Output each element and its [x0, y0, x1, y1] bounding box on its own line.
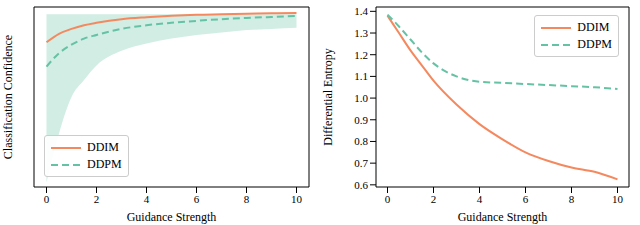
svg-text:0: 0	[44, 193, 50, 205]
svg-text:2: 2	[431, 193, 437, 205]
svg-text:10: 10	[291, 193, 303, 205]
svg-text:6: 6	[523, 193, 529, 205]
html-text:DDPM: DDPM	[577, 37, 612, 51]
html-text:DDIM: DDIM	[577, 20, 610, 34]
svg-text:1.0: 1.0	[354, 92, 368, 104]
svg-text:1.4: 1.4	[354, 5, 368, 17]
svg-text:2: 2	[94, 193, 100, 205]
svg-text:8: 8	[569, 193, 575, 205]
svg-text:1.3: 1.3	[354, 27, 368, 39]
html-text:DDPM: DDPM	[87, 157, 122, 171]
svg-text:8: 8	[244, 193, 250, 205]
html-text:DDIM: DDIM	[87, 140, 119, 154]
svg-text:Guidance Strength: Guidance Strength	[127, 210, 217, 224]
svg-text:0.7: 0.7	[354, 157, 368, 169]
svg-text:1.2: 1.2	[354, 49, 368, 61]
svg-text:0.6: 0.6	[354, 179, 368, 191]
svg-text:6: 6	[194, 193, 200, 205]
svg-text:10: 10	[612, 193, 624, 205]
svg-text:0.9: 0.9	[354, 114, 368, 126]
svg-text:Guidance Strength: Guidance Strength	[458, 210, 548, 224]
svg-text:4: 4	[144, 193, 150, 205]
svg-text:0.8: 0.8	[354, 135, 368, 147]
svg-text:Classification Confidence: Classification Confidence	[8, 35, 15, 159]
svg-text:4: 4	[477, 193, 483, 205]
svg-text:Differential Entropy: Differential Entropy	[321, 48, 335, 145]
svg-text:0: 0	[385, 193, 391, 205]
svg-text:1.1: 1.1	[354, 70, 368, 82]
